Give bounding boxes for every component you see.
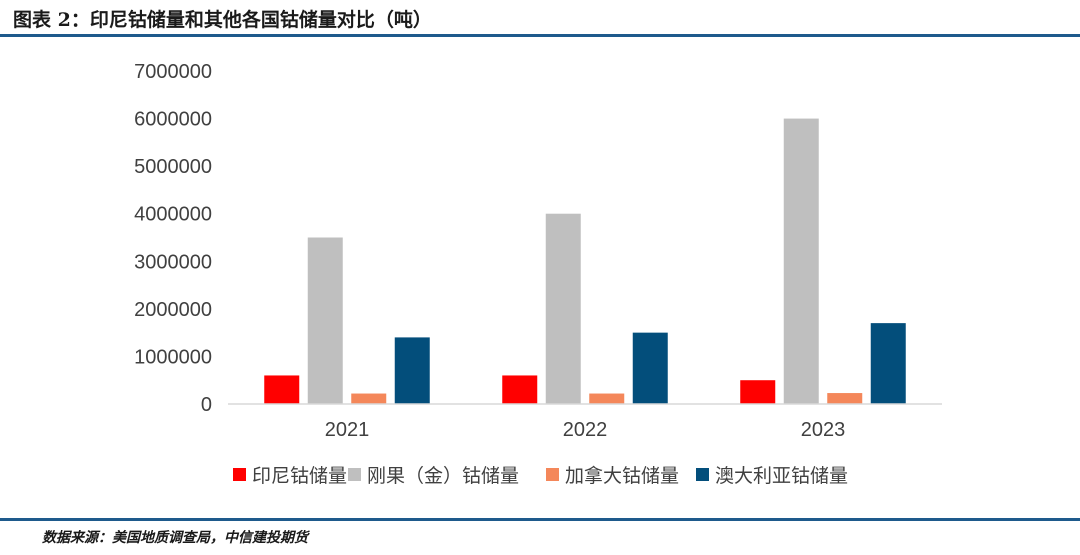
bar [632,332,668,404]
bar [351,393,387,404]
bar [783,118,819,405]
y-tick-label: 5000000 [134,156,212,178]
source-note: 数据来源：美国地质调查局，中信建投期货 [42,530,308,546]
bar [502,375,538,404]
x-tick-label: 2021 [325,419,370,441]
legend-label: 加拿大钴储量 [565,464,679,487]
bar [870,323,906,404]
y-tick-label: 2000000 [134,299,212,321]
y-tick-label: 7000000 [134,61,212,83]
bar [740,380,776,404]
bar [589,393,625,404]
y-axis: 0 1000000 2000000 3000000 4000000 5000000 6000… [134,61,212,416]
y-tick-label: 1000000 [134,346,212,368]
legend-label: 印尼钴储量 [252,465,347,487]
legend-swatch [696,468,709,481]
bar [307,237,343,404]
legend-swatch [233,468,246,481]
legend-swatch [546,468,559,481]
bar [264,375,300,404]
bar-group [264,118,906,405]
legend: 印尼钴储量 刚果（金）钴储量 加拿大钴储量 澳大利亚钴储量 [233,464,848,487]
y-tick-label: 4000000 [134,204,212,226]
y-tick-label: 3000000 [134,251,212,273]
x-tick-label: 2023 [801,419,846,441]
header-rule [0,34,1080,37]
bar [394,337,430,404]
bar [545,213,581,404]
x-tick-label: 2022 [563,419,608,441]
y-tick-label: 6000000 [134,109,212,131]
legend-label: 刚果（金）钴储量 [367,465,519,487]
bar-chart: 0 1000000 2000000 3000000 4000000 5000000 6000… [134,61,942,487]
bar [827,393,863,404]
legend-label: 澳大利亚钴储量 [715,465,848,487]
y-tick-label: 0 [201,394,212,416]
chart-title: 图表 2：印尼钴储量和其他各国钴储量对比（吨） [13,9,432,31]
x-axis: 2021 2022 2023 [325,419,846,441]
footer-rule [0,518,1080,521]
legend-swatch [348,468,361,481]
